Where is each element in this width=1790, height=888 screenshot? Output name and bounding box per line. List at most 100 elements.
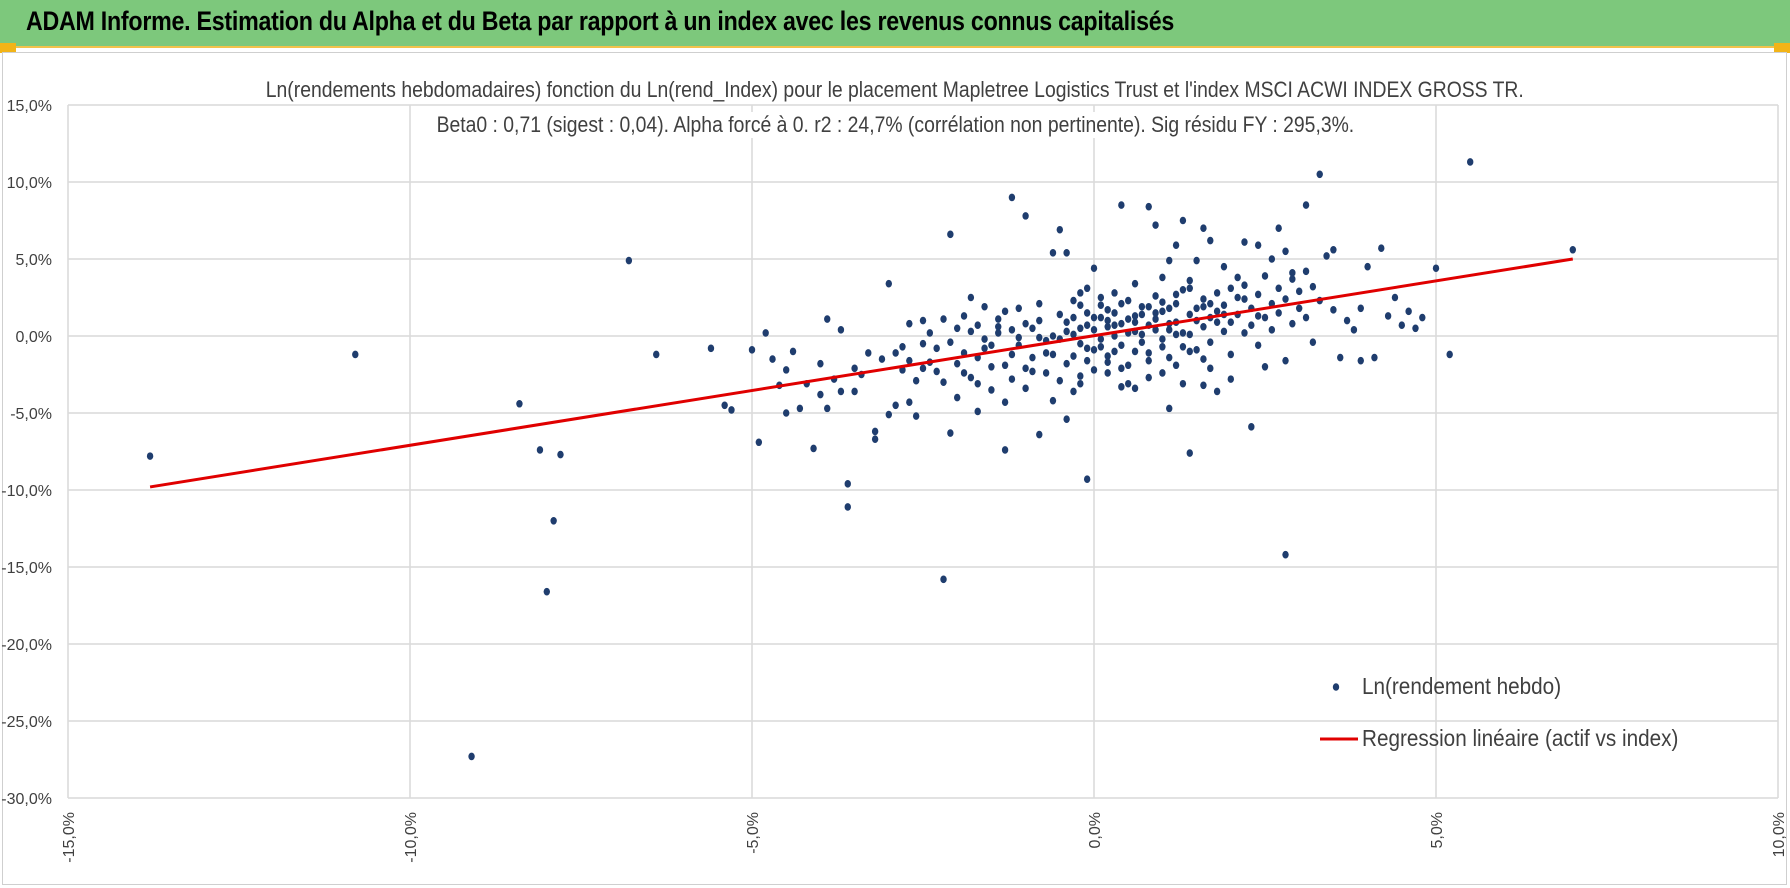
x-tick-label: 5,0% xyxy=(1429,812,1446,848)
data-point xyxy=(810,444,817,453)
data-point xyxy=(1022,384,1029,393)
data-point xyxy=(995,329,1002,337)
data-point xyxy=(1227,350,1235,359)
data-point xyxy=(1125,315,1132,323)
data-point xyxy=(1001,398,1009,407)
data-point xyxy=(824,404,831,413)
data-point xyxy=(1118,383,1125,391)
corner-marker-left xyxy=(0,43,16,53)
data-point xyxy=(1337,353,1344,362)
data-point xyxy=(1186,330,1193,339)
data-point xyxy=(1179,379,1187,388)
data-point xyxy=(1254,341,1262,350)
data-point xyxy=(1207,236,1214,245)
y-tick-label: 5,0% xyxy=(16,252,52,269)
data-point xyxy=(1207,364,1214,373)
data-point xyxy=(748,346,756,354)
data-point xyxy=(352,350,359,359)
data-point xyxy=(557,450,564,459)
data-point xyxy=(1302,201,1310,209)
data-point xyxy=(1070,352,1077,360)
data-point xyxy=(1042,349,1050,357)
data-point xyxy=(1220,301,1228,310)
data-point xyxy=(995,315,1002,323)
data-point xyxy=(967,373,975,382)
data-point xyxy=(967,293,975,302)
data-point xyxy=(1275,309,1282,317)
x-tick-label: -5,0% xyxy=(745,812,762,854)
data-point xyxy=(1131,312,1139,320)
data-point xyxy=(1152,292,1159,300)
data-point xyxy=(1070,313,1077,322)
chart-subtitle: Beta0 : 0,71 (sigest : 0,04). Alpha forc… xyxy=(0,112,1790,138)
data-point xyxy=(1364,262,1371,271)
data-point xyxy=(1001,361,1009,370)
data-point xyxy=(1289,275,1296,283)
data-point xyxy=(1049,396,1057,405)
data-point xyxy=(1330,306,1337,314)
data-point xyxy=(1104,316,1111,325)
y-tick-label: -15,0% xyxy=(1,560,52,577)
data-point xyxy=(851,387,858,396)
data-point xyxy=(1152,309,1159,317)
data-point xyxy=(851,364,858,373)
data-point xyxy=(1015,333,1022,342)
data-point xyxy=(967,327,975,336)
data-point xyxy=(1357,304,1364,313)
data-point xyxy=(1077,289,1084,297)
data-point xyxy=(1090,346,1098,354)
data-point xyxy=(1166,256,1173,265)
x-tick-label: 10,0% xyxy=(1771,812,1788,857)
data-point xyxy=(844,503,851,511)
data-point xyxy=(1159,335,1166,343)
data-point xyxy=(1343,316,1351,325)
data-point xyxy=(1070,387,1077,396)
data-point xyxy=(1166,353,1173,362)
data-point xyxy=(1378,244,1385,253)
data-point xyxy=(1569,245,1577,254)
data-point xyxy=(1289,319,1296,328)
data-point xyxy=(1200,302,1207,311)
data-point xyxy=(871,427,879,436)
data-point xyxy=(1289,269,1296,277)
data-point xyxy=(1248,423,1255,431)
data-point xyxy=(1159,273,1166,282)
data-point xyxy=(940,378,947,387)
data-point xyxy=(947,429,954,437)
y-tick-label: -5,0% xyxy=(10,406,52,423)
data-point xyxy=(919,364,927,373)
data-point xyxy=(954,393,961,402)
data-point xyxy=(1118,364,1125,373)
data-point xyxy=(837,387,845,396)
data-point xyxy=(1227,375,1235,383)
data-point xyxy=(769,355,776,363)
data-point xyxy=(1077,301,1084,310)
data-point xyxy=(1193,256,1200,265)
data-point xyxy=(1323,252,1330,260)
data-point xyxy=(981,344,988,353)
data-point xyxy=(1261,313,1269,322)
data-point xyxy=(1097,293,1105,302)
data-point xyxy=(1282,295,1289,303)
data-point xyxy=(1152,315,1159,323)
data-point xyxy=(1268,255,1276,263)
data-point xyxy=(1145,302,1152,311)
data-point xyxy=(1111,347,1118,356)
data-point xyxy=(824,315,831,323)
data-point xyxy=(1172,290,1180,299)
data-point xyxy=(1104,306,1111,314)
data-point xyxy=(1022,319,1029,328)
data-point xyxy=(1179,286,1187,294)
data-point xyxy=(912,376,920,385)
data-point xyxy=(1083,309,1091,317)
data-point xyxy=(1083,321,1091,330)
report-banner: ADAM Informe. Estimation du Alpha et du … xyxy=(0,0,1790,48)
data-point xyxy=(1200,381,1207,390)
data-point xyxy=(1254,312,1262,320)
data-point xyxy=(1090,264,1098,273)
data-point xyxy=(1077,339,1084,348)
data-point xyxy=(1241,329,1248,337)
legend-label-regression: Regression linéaire (actif vs index) xyxy=(1362,725,1679,751)
data-point xyxy=(1193,304,1200,313)
data-point xyxy=(468,752,475,761)
